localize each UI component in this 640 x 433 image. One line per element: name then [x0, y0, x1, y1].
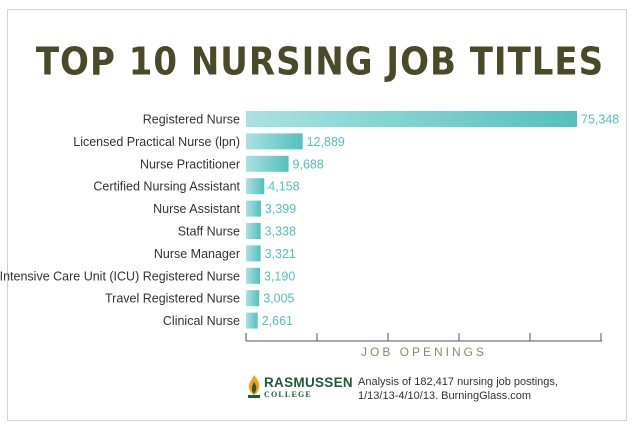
value-label: 3,399	[265, 202, 296, 216]
value-label: 3,321	[265, 247, 296, 261]
category-label: Travel Registered Nurse	[105, 292, 240, 306]
rasmussen-logo: RASMUSSEN COLLEGE	[246, 374, 353, 402]
category-label: Registered Nurse	[143, 113, 240, 127]
category-label: Clinical Nurse	[163, 314, 240, 328]
category-label: Certified Nursing Assistant	[93, 180, 240, 194]
bar	[246, 111, 577, 127]
category-label: Intensive Care Unit (ICU) Registered Nur…	[0, 269, 240, 283]
bar	[246, 312, 258, 329]
chart-title: TOP 10 NURSING JOB TITLES	[35, 39, 605, 85]
value-label: 4,158	[268, 180, 299, 194]
bar	[246, 245, 261, 262]
bar	[246, 200, 261, 217]
logo-subtitle: COLLEGE	[264, 390, 312, 399]
value-label: 9,688	[293, 157, 324, 171]
bar	[246, 290, 260, 307]
value-label: 3,338	[265, 225, 296, 239]
bar	[246, 133, 303, 150]
bar	[246, 223, 261, 239]
bar	[246, 267, 261, 284]
category-label: Nurse Assistant	[153, 202, 240, 216]
value-label: 12,889	[307, 135, 345, 149]
category-label: Licensed Practical Nurse (lpn)	[73, 135, 240, 149]
infographic-card	[7, 9, 627, 421]
source-note-line-2: 1/13/13-4/10/13. BurningGlass.com	[358, 390, 532, 402]
x-axis-title: JOB OPENINGS	[360, 345, 488, 359]
logo-wordmark: RASMUSSEN	[264, 375, 353, 390]
source-note-line-1: Analysis of 182,417 nursing job postings…	[358, 376, 558, 388]
value-label: 75,348	[581, 113, 619, 127]
category-label: Staff Nurse	[178, 225, 240, 239]
value-label: 3,005	[263, 292, 294, 306]
source-note: Analysis of 182,417 nursing job postings…	[358, 375, 598, 403]
value-label: 3,190	[264, 269, 295, 283]
category-label: Nurse Practitioner	[140, 157, 240, 171]
bar	[246, 155, 289, 172]
bar	[246, 178, 265, 195]
category-label: Nurse Manager	[154, 247, 240, 261]
flame-icon	[248, 375, 260, 398]
value-label: 2,661	[262, 314, 293, 328]
